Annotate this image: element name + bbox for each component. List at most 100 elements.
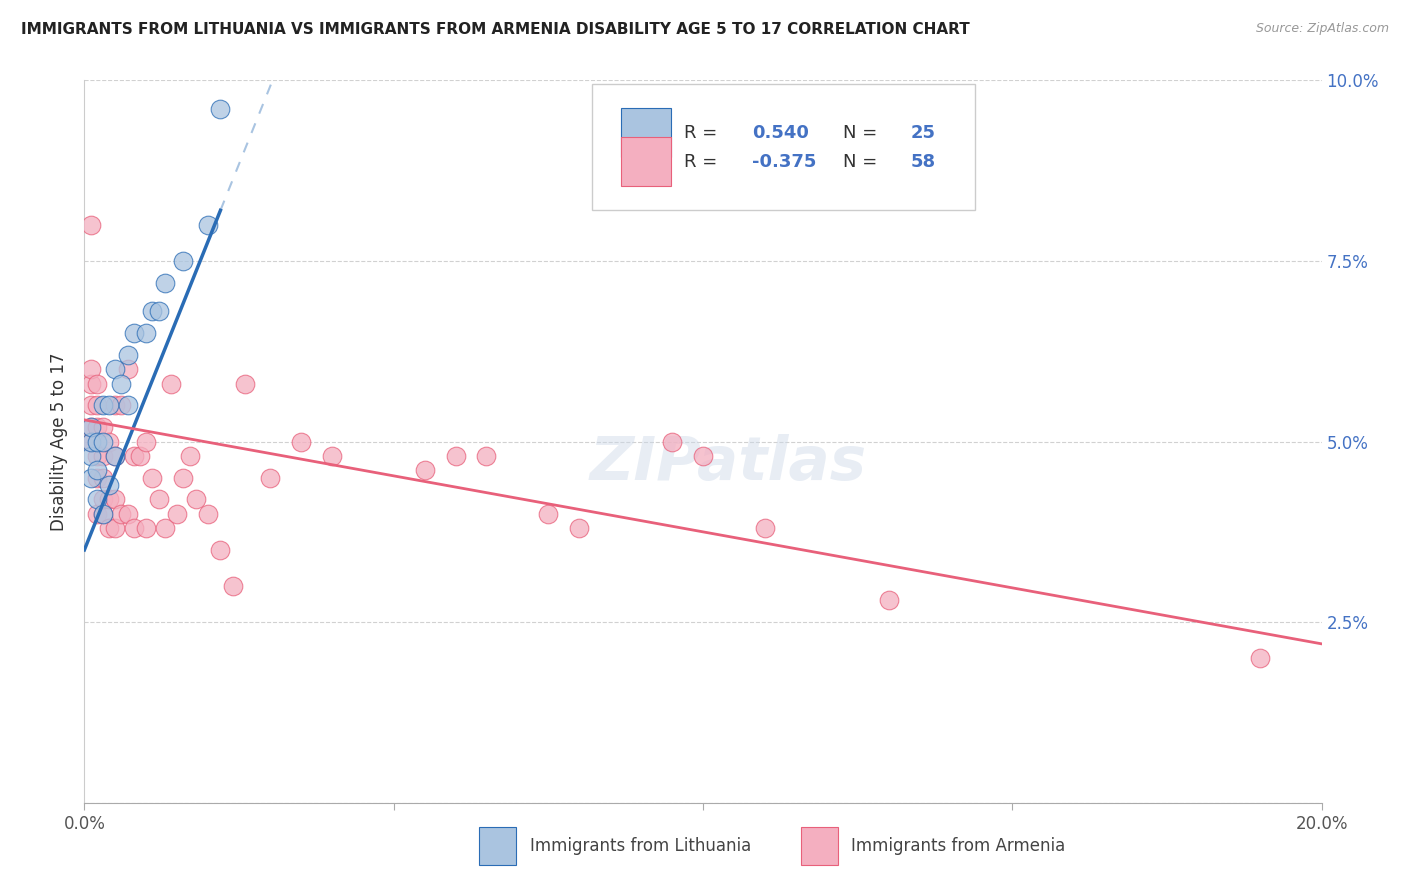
Point [79, 434, 101, 449]
Point [135, 326, 157, 340]
Text: -0.375: -0.375 [752, 153, 817, 170]
FancyBboxPatch shape [621, 137, 671, 186]
Point [104, 398, 127, 412]
Point [444, 449, 467, 463]
Point [86, 434, 108, 449]
Point [79, 362, 101, 376]
Point [141, 304, 163, 318]
Point [148, 304, 170, 318]
Point [197, 507, 219, 521]
Point [104, 449, 127, 463]
Point [91, 471, 114, 485]
Point [184, 492, 207, 507]
Point [79, 420, 101, 434]
Point [86, 398, 108, 412]
FancyBboxPatch shape [801, 828, 838, 865]
Point [148, 492, 170, 507]
Point [98, 492, 121, 507]
Point [135, 521, 157, 535]
Point [877, 593, 900, 607]
Point [91, 492, 114, 507]
Text: Immigrants from Lithuania: Immigrants from Lithuania [530, 838, 751, 855]
Point [172, 254, 194, 268]
Point [86, 507, 108, 521]
Point [104, 521, 127, 535]
Point [209, 542, 232, 557]
Point [117, 348, 139, 362]
Text: IMMIGRANTS FROM LITHUANIA VS IMMIGRANTS FROM ARMENIA DISABILITY AGE 5 TO 17 CORR: IMMIGRANTS FROM LITHUANIA VS IMMIGRANTS … [21, 22, 970, 37]
Point [86, 420, 108, 434]
Text: 58: 58 [911, 153, 936, 170]
Point [79, 218, 101, 232]
Point [222, 579, 245, 593]
Text: 25: 25 [911, 124, 936, 142]
Point [321, 449, 343, 463]
Point [86, 449, 108, 463]
Point [209, 102, 232, 116]
Point [110, 398, 132, 412]
Point [568, 521, 591, 535]
Point [91, 507, 114, 521]
Text: ZIPatlas: ZIPatlas [589, 434, 866, 492]
Text: N =: N = [842, 124, 883, 142]
Point [117, 398, 139, 412]
Point [259, 471, 281, 485]
Point [79, 449, 101, 463]
Point [754, 521, 776, 535]
FancyBboxPatch shape [479, 828, 516, 865]
Point [98, 521, 121, 535]
Point [117, 362, 139, 376]
Point [104, 492, 127, 507]
Point [117, 507, 139, 521]
Point [122, 449, 145, 463]
Point [661, 434, 683, 449]
Text: 0.540: 0.540 [752, 124, 810, 142]
Point [233, 376, 256, 391]
Point [179, 449, 201, 463]
Point [135, 434, 157, 449]
Point [79, 434, 101, 449]
Point [197, 218, 219, 232]
Text: R =: R = [685, 153, 724, 170]
Y-axis label: Disability Age 5 to 17: Disability Age 5 to 17 [51, 352, 69, 531]
Point [692, 449, 714, 463]
Point [86, 492, 108, 507]
Point [290, 434, 312, 449]
Point [122, 326, 145, 340]
FancyBboxPatch shape [592, 84, 976, 211]
Point [91, 449, 114, 463]
Point [98, 478, 121, 492]
Point [475, 449, 498, 463]
Text: Immigrants from Armenia: Immigrants from Armenia [852, 838, 1066, 855]
FancyBboxPatch shape [621, 109, 671, 157]
Point [413, 463, 436, 477]
Point [79, 420, 101, 434]
Point [1249, 651, 1271, 665]
Point [110, 507, 132, 521]
Point [122, 521, 145, 535]
Point [79, 376, 101, 391]
Point [166, 507, 188, 521]
Point [110, 376, 132, 391]
Point [160, 376, 183, 391]
Point [153, 276, 176, 290]
Point [91, 420, 114, 434]
Text: R =: R = [685, 124, 724, 142]
Point [86, 471, 108, 485]
Point [104, 362, 127, 376]
Point [91, 398, 114, 412]
Point [537, 507, 560, 521]
Point [98, 398, 121, 412]
Point [104, 449, 127, 463]
Point [91, 434, 114, 449]
Point [129, 449, 152, 463]
Point [79, 398, 101, 412]
Text: N =: N = [842, 153, 883, 170]
Point [91, 507, 114, 521]
Point [79, 471, 101, 485]
Point [86, 463, 108, 477]
Point [172, 471, 194, 485]
Text: Source: ZipAtlas.com: Source: ZipAtlas.com [1256, 22, 1389, 36]
Point [141, 471, 163, 485]
Point [153, 521, 176, 535]
